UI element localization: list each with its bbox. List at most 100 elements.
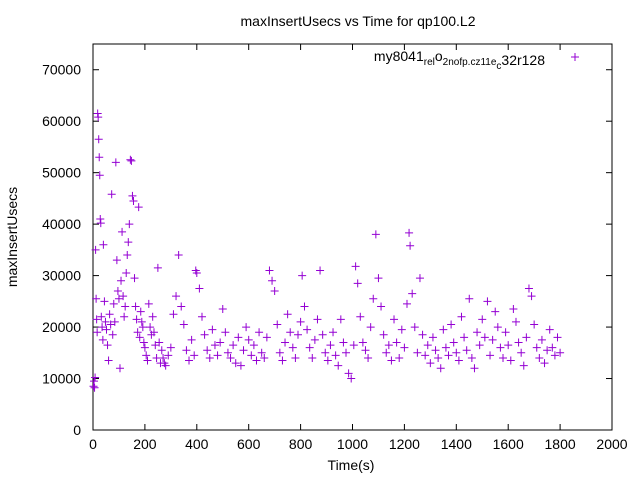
data-point [149,328,158,337]
data-point [226,353,235,362]
data-point [126,155,135,164]
data-point [136,307,145,316]
data-point [130,274,139,283]
data-point [371,230,380,239]
data-point [112,256,121,265]
y-tick-label: 50000 [42,165,81,181]
data-point [358,338,367,347]
data-point [103,341,112,350]
data-point [439,325,448,334]
y-tick-label: 0 [73,422,81,438]
data-point [166,343,175,352]
data-point [155,338,164,347]
data-point [509,305,518,314]
plot-frame [92,43,613,431]
data-point [262,333,271,342]
data-point [185,356,194,365]
data-point [148,312,157,321]
legend-label: my8041relo2nofp.cz11ec32r128 [374,48,545,72]
data-point [454,356,463,365]
data-point [392,338,401,347]
data-point [470,364,479,373]
x-tick-label: 1600 [493,436,524,452]
data-point [260,353,269,362]
data-point [460,333,469,342]
scatter-series [89,109,565,392]
data-point [105,310,114,319]
data-point [316,266,325,275]
data-point [303,325,312,334]
data-point [169,310,178,319]
data-point [265,266,274,275]
data-point [108,330,117,339]
data-point [95,171,104,180]
data-point [117,276,126,285]
data-point [98,335,107,344]
data-point [294,330,303,339]
data-point [92,294,101,303]
data-point [369,294,378,303]
data-point [122,269,131,278]
data-point [138,323,147,332]
data-point [553,333,562,342]
data-point [434,353,443,362]
data-point [288,343,297,352]
data-point [447,320,456,329]
data-point [218,305,227,314]
data-point [326,341,335,350]
data-point [216,338,225,347]
data-point [441,343,450,352]
data-point [98,323,107,332]
legend: my8041relo2nofp.cz11ec32r128 [374,48,579,72]
data-point [480,333,489,342]
data-point [278,356,287,365]
data-point [106,320,115,329]
x-tick-label: 1200 [389,436,420,452]
data-point [532,343,541,352]
data-point [192,269,201,278]
y-axis: 0 10000 20000 30000 40000 50000 60000 70000 [42,62,612,438]
data-point [339,338,348,347]
data-point [197,312,206,321]
data-point [347,374,356,383]
data-point [310,335,319,344]
data-point [109,299,118,308]
x-tick-label: 1400 [441,436,472,452]
data-point [96,219,105,228]
data-point [491,307,500,316]
x-tick-label: 0 [89,436,97,452]
data-point [205,353,214,362]
data-point [208,325,217,334]
data-point [101,317,110,326]
data-point [164,351,173,360]
data-point [249,341,258,350]
data-point [462,346,471,355]
data-point [524,284,533,293]
data-point [221,328,230,337]
data-point [94,113,103,122]
data-point [366,323,375,332]
data-point [556,348,565,357]
data-point [92,315,101,324]
data-point [535,353,544,362]
data-point [550,351,559,360]
data-point [159,353,168,362]
data-point [195,284,204,293]
data-point [134,203,143,212]
data-point [527,292,536,301]
data-point [382,348,391,357]
data-point [501,328,510,337]
data-point [93,109,102,118]
y-tick-label: 60000 [42,113,81,129]
data-point [99,240,108,249]
data-point [353,279,362,288]
data-point [257,348,266,357]
data-point [331,351,340,360]
data-point [93,328,102,337]
data-point [97,312,106,321]
legend-marker [571,53,579,61]
y-tick-label: 10000 [42,371,81,387]
data-point [142,351,151,360]
data-point [91,373,100,382]
data-point [283,310,292,319]
